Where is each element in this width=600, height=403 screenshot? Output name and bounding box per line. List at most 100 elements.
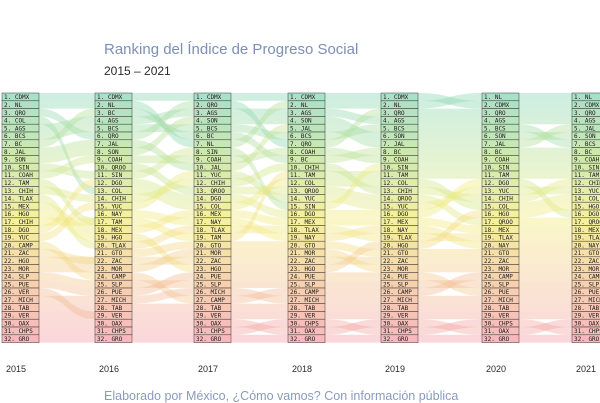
ribbon-hgo (231, 264, 288, 273)
ribbon-nl (519, 93, 572, 101)
ribbon-ags (231, 108, 288, 117)
rank-label: 5. BCS (196, 125, 218, 132)
rank-label: 9. SON (4, 157, 26, 164)
ribbon-tab (418, 303, 482, 312)
ribbon-hgo (39, 256, 95, 265)
ribbon-bc (519, 147, 572, 156)
rank-label: 3. QRO (383, 110, 405, 117)
ribbon-bc (132, 108, 194, 140)
ribbon-hgo (325, 241, 381, 273)
ribbon-nl (39, 100, 95, 109)
rank-label: 15. COL (484, 203, 510, 210)
ribbon-mich (231, 288, 288, 304)
ribbon-slp (325, 280, 381, 288)
rank-label: 23. MOR (574, 266, 600, 273)
ribbon-tam (132, 217, 194, 242)
rank-label: 24. CAMP (574, 274, 600, 281)
ribbon-qro (39, 108, 95, 140)
ribbon-zac (325, 256, 381, 265)
rank-label: 3. AGS (196, 110, 218, 117)
rank-label: 25. PUE (4, 281, 30, 288)
rank-label: 27. MICH (484, 297, 513, 304)
ribbon-son (325, 116, 381, 140)
ribbon-chih (231, 163, 288, 187)
rank-label: 29. VER (196, 313, 222, 320)
ribbon-bcs (325, 124, 381, 140)
ribbon-mich (132, 288, 194, 304)
ribbon-nay (519, 241, 572, 249)
rank-label: 22. ZAC (97, 258, 123, 265)
rank-label: 17. TAM (97, 219, 123, 226)
rank-label: 14. CHIH (97, 196, 126, 203)
rank-label: 18. DGO (4, 227, 30, 234)
rank-label: 29. VER (484, 313, 510, 320)
ribbon-gto (132, 241, 194, 257)
ribbon-camp (519, 272, 572, 281)
rank-label: 32. GRO (484, 336, 510, 343)
rank-label: 26. MICH (196, 289, 225, 296)
ribbon-qroo (132, 163, 194, 195)
rank-label: 7. JAL (97, 141, 119, 148)
rank-label: 17. MEX (290, 219, 316, 226)
ribbon-cdmx (39, 93, 95, 101)
ribbon-mor (325, 249, 381, 273)
ribbon-camp (418, 272, 482, 296)
rank-label: 5. JAL (574, 125, 596, 132)
ribbon-jal (325, 124, 381, 148)
rank-label: 19. NAY (290, 235, 316, 242)
ribbon-tam (519, 171, 572, 179)
ribbon-pue (132, 272, 194, 296)
ribbon-nay (231, 217, 288, 242)
rank-label: 29. VER (97, 313, 123, 320)
ribbon-dgo (418, 178, 482, 218)
rank-label: 7. BCS (574, 141, 596, 148)
ribbon-tlax (231, 225, 288, 234)
rank-label: 7. JAL (484, 141, 506, 148)
rank-label: 24. SLP (4, 274, 30, 281)
year-label: 2017 (198, 364, 218, 374)
ribbon-camp (132, 272, 194, 304)
ribbon-yuc (325, 194, 381, 210)
rank-label: 11. TAM (574, 172, 600, 179)
rank-label: 12. COL (290, 180, 316, 187)
rank-label: 11. TAM (290, 172, 316, 179)
ribbon-ver (418, 311, 482, 320)
rank-label: 25. SLP (97, 281, 123, 288)
rank-label: 9. BC (290, 157, 308, 164)
rank-label: 23. MOR (4, 266, 30, 273)
rank-label: 17. QROO (484, 219, 513, 226)
rank-label: 12. DGO (484, 180, 510, 187)
ribbon-nl (418, 93, 482, 109)
ribbon-sin (39, 163, 95, 179)
ribbon-chps (132, 327, 194, 335)
rank-label: 32. GRO (4, 336, 30, 343)
rank-label: 18. MEX (574, 227, 600, 234)
rank-label: 20. HGO (383, 242, 409, 249)
rank-label: 10. CHIH (290, 164, 319, 171)
rank-label: 27. MICH (290, 297, 319, 304)
ribbon-nay (418, 225, 482, 249)
rank-label: 13. CHIH (4, 188, 33, 195)
ribbon-gro (325, 334, 381, 343)
ribbon-jal (132, 139, 194, 171)
ribbon-bc (325, 147, 381, 164)
ribbon-yuc (231, 171, 288, 203)
ribbon-ver (519, 311, 572, 320)
ribbon-yuc (132, 171, 194, 210)
rank-label: 18. MEX (484, 227, 510, 234)
rank-label: 12. CHIH (196, 180, 225, 187)
ribbon-cdmx (519, 100, 572, 109)
ribbon-camp (39, 241, 95, 281)
rank-label: 4. AGS (484, 118, 506, 125)
ribbon-mor (132, 249, 194, 273)
ribbon-ver (231, 311, 288, 320)
rank-label: 21. GTO (484, 250, 510, 257)
ribbon-chps (325, 319, 381, 335)
ribbon-nl (325, 100, 381, 109)
rank-label: 23. MOR (484, 266, 510, 273)
rank-label: 31. OAX (290, 328, 316, 335)
rank-label: 15. HGO (574, 203, 600, 210)
rank-label: 8. BC (574, 149, 592, 156)
rank-label: 4. SON (290, 118, 312, 125)
rank-label: 21. GTO (383, 250, 409, 257)
